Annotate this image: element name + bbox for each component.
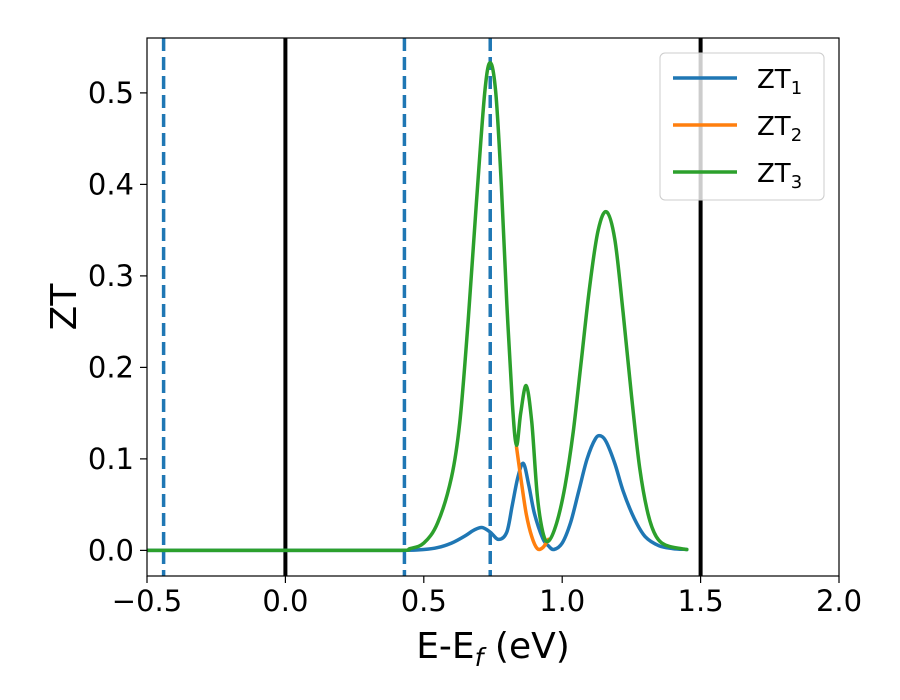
x-tick-label: −0.5 [112, 584, 182, 618]
legend-label-2: ZT2 [757, 112, 802, 146]
x-axis-label: E-Ef (eV) [416, 626, 570, 672]
x-tick-label: 1.0 [539, 584, 585, 618]
legend-box [659, 52, 825, 201]
x-tick-label: 0.5 [401, 584, 447, 618]
x-axis-ticks: −0.5 0.0 0.5 1.0 1.5 2.0 [112, 576, 862, 618]
x-tick-label: 1.5 [678, 584, 724, 618]
y-tick-label: 0.5 [88, 76, 134, 110]
series-line-3 [147, 60, 689, 553]
series-line-2 [514, 445, 551, 552]
y-tick-label: 0.1 [88, 442, 134, 476]
x-tick-label: 0.0 [262, 584, 308, 618]
series-lines-group [147, 60, 689, 553]
legend: ZT1 ZT2 ZT3 [659, 52, 825, 201]
vertical-lines-group [161, 38, 703, 576]
plot-frame [146, 37, 840, 577]
series-line-1 [147, 433, 689, 553]
legend-label-3: ZT3 [757, 159, 802, 193]
x-tick-label: 2.0 [816, 584, 862, 618]
y-tick-label: 0.3 [88, 259, 134, 293]
legend-label-1: ZT1 [757, 65, 802, 99]
y-axis-ticks: 0.0 0.1 0.2 0.3 0.4 0.5 [88, 76, 147, 567]
y-tick-label: 0.0 [88, 533, 134, 567]
y-axis-label: ZT [44, 283, 85, 331]
y-tick-label: 0.4 [88, 167, 134, 201]
y-tick-label: 0.2 [88, 350, 134, 384]
